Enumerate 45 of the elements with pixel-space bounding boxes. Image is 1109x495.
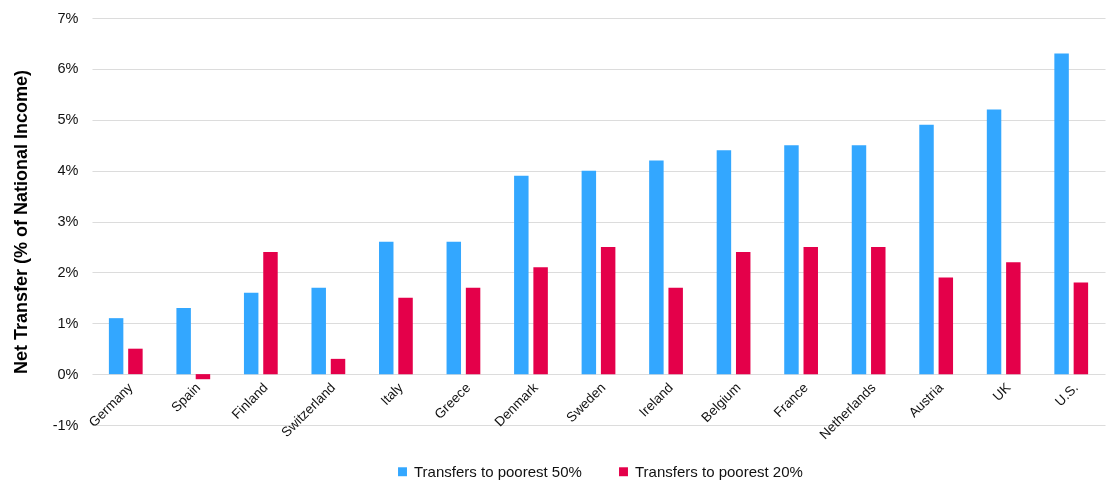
legend-label: Transfers to poorest 20%: [635, 462, 803, 480]
bar: [263, 252, 278, 375]
bar: [128, 348, 143, 375]
bar: [533, 267, 548, 375]
bar: [243, 292, 259, 375]
bar: [668, 287, 683, 375]
y-tick-label: 6%: [57, 60, 79, 77]
y-tick-label: 1%: [57, 314, 79, 331]
y-axis-title: Net Transfer (% of National Income): [10, 69, 31, 375]
bar: [1006, 262, 1021, 375]
bar: [871, 246, 886, 375]
bar: [919, 124, 934, 375]
bar: [514, 175, 529, 375]
y-tick-label: 5%: [57, 111, 79, 128]
x-tick-label: U.S.: [1051, 379, 1082, 410]
x-tick-label: Italy: [377, 379, 406, 409]
y-tick-label: 3%: [57, 213, 79, 229]
bar: [1054, 53, 1069, 375]
y-tick-label: -1%: [52, 416, 79, 433]
y-tick-label: 7%: [57, 9, 79, 26]
bar: [446, 241, 462, 375]
bar: [330, 358, 346, 375]
bar: [311, 287, 326, 375]
bar: [108, 318, 124, 375]
x-tick-label: UK: [989, 379, 1014, 404]
bar: [803, 246, 818, 375]
bar: [195, 374, 211, 380]
bar: [600, 246, 616, 375]
bar: [784, 145, 799, 375]
bar: [938, 277, 954, 375]
y-tick-label: 4%: [57, 162, 79, 179]
bar: [735, 252, 751, 375]
bar: [851, 145, 867, 375]
y-tick-label: 0%: [57, 365, 79, 382]
bar: [398, 297, 413, 375]
bar: [1073, 282, 1089, 375]
bar: [649, 160, 664, 375]
bar: [716, 150, 732, 375]
bar: [581, 170, 597, 375]
bar: [986, 109, 1002, 375]
legend-label: Transfers to poorest 50%: [414, 462, 582, 480]
y-tick-label: 2%: [57, 263, 79, 280]
bar: [465, 287, 481, 375]
bar: [379, 241, 394, 375]
bar: [176, 307, 191, 375]
